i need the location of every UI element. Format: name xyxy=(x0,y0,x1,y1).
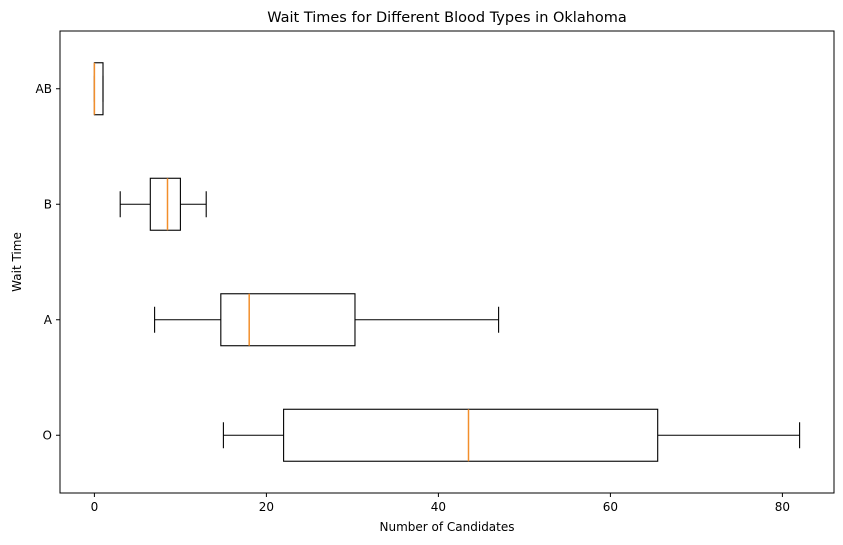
x-tick-label: 20 xyxy=(259,500,274,514)
box-group-a xyxy=(154,293,500,347)
box-ab xyxy=(93,62,104,116)
x-tick-label: 60 xyxy=(603,500,618,514)
axes-frame xyxy=(59,30,835,494)
box-o xyxy=(283,408,659,462)
box-group-ab xyxy=(93,62,104,116)
box-group-o xyxy=(222,408,801,462)
x-axis-label: Number of Candidates xyxy=(380,520,515,534)
x-tick-label: 0 xyxy=(91,500,99,514)
x-tick-label: 80 xyxy=(775,500,790,514)
x-axis: 0 20 40 60 80 xyxy=(91,493,790,514)
box-a xyxy=(220,293,356,347)
y-tick-label: A xyxy=(44,313,53,327)
x-tick-label: 40 xyxy=(431,500,446,514)
plot-area xyxy=(93,62,801,462)
chart-title: Wait Times for Different Blood Types in … xyxy=(267,10,627,26)
y-tick-label: B xyxy=(44,197,52,211)
y-axis-label: Wait Time xyxy=(10,232,24,292)
y-tick-label: AB xyxy=(36,82,52,96)
box-group-b xyxy=(119,177,207,231)
y-tick-label: O xyxy=(43,428,52,442)
box-b xyxy=(149,177,181,231)
